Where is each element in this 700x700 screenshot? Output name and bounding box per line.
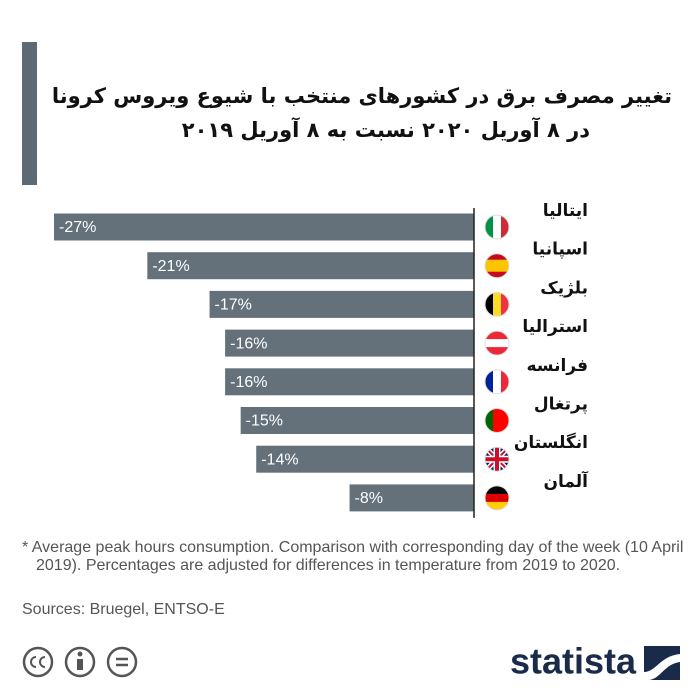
- category-label: انگلستان: [514, 432, 588, 453]
- bar: [54, 213, 474, 241]
- bar: [225, 368, 474, 396]
- flag-part: [485, 265, 509, 273]
- flag-part: [485, 215, 494, 239]
- value-label: -17%: [215, 297, 252, 314]
- flag: [484, 291, 510, 317]
- category-label: اسپانیا: [532, 240, 588, 260]
- flag: [484, 214, 510, 240]
- flag-part: [485, 408, 494, 433]
- value-label: -27%: [59, 219, 96, 236]
- flag: [484, 485, 510, 511]
- flag-part: [485, 369, 494, 394]
- category-label: فرانسه: [526, 356, 588, 376]
- category-label: ایتالیا: [543, 201, 588, 221]
- value-label: -16%: [230, 335, 267, 352]
- flag-ring: [484, 253, 510, 279]
- flag-part: [493, 292, 502, 317]
- brand-icon: [644, 646, 680, 680]
- bar: [147, 252, 475, 280]
- flag-body: [485, 331, 509, 356]
- bar: [225, 329, 474, 357]
- flag-body: [485, 215, 509, 239]
- category-label: بلژیک: [540, 278, 588, 298]
- category-label: آلمان: [543, 470, 589, 492]
- bar: [209, 290, 475, 318]
- bar: [256, 445, 474, 473]
- flag-part: [493, 215, 502, 239]
- category-label: استرالیا: [522, 317, 588, 337]
- footnote: * Average peak hours consumption. Compar…: [22, 539, 684, 574]
- flag: [484, 446, 510, 472]
- flag-part: [485, 493, 509, 503]
- flag-part: [493, 369, 502, 394]
- flag: [484, 330, 510, 356]
- flag-ring: [484, 291, 510, 317]
- source: Sources: Bruegel, ENTSO-E: [22, 601, 225, 618]
- flag-part: [485, 347, 509, 356]
- flag-part: [501, 369, 509, 394]
- flag-ring: [484, 214, 510, 240]
- flag-part: [485, 271, 509, 278]
- flag-part: [501, 408, 509, 433]
- flag: [484, 369, 510, 395]
- brand-logo: statista: [510, 641, 637, 682]
- flag-body: [485, 485, 509, 510]
- flag-ring: [484, 446, 510, 472]
- flag-part: [485, 447, 509, 472]
- title-accent: [22, 42, 37, 185]
- flag-body: [485, 292, 509, 317]
- flag-body: [485, 447, 509, 472]
- value-label: -14%: [261, 451, 298, 468]
- value-label: -16%: [230, 374, 267, 391]
- flag-part: [485, 485, 509, 495]
- flag-part: [485, 292, 494, 317]
- flag-ring: [484, 369, 510, 395]
- flag-ring: [484, 485, 510, 511]
- flag-part: [485, 331, 509, 340]
- flag-ring: [484, 408, 510, 433]
- flag-part: [485, 501, 509, 510]
- flag-body: [485, 408, 509, 433]
- flag-part: [485, 339, 509, 348]
- flag-part: [485, 253, 509, 261]
- value-label: -8%: [355, 490, 383, 507]
- flag-part: [485, 259, 509, 267]
- flag-body: [485, 369, 509, 394]
- bar: [240, 407, 474, 434]
- flag: [484, 253, 510, 279]
- flag-part: [493, 408, 502, 433]
- bar: [349, 484, 474, 512]
- flag-part: [501, 215, 509, 239]
- flag-part: [501, 292, 509, 317]
- value-label: -21%: [152, 258, 189, 275]
- flag: [484, 408, 510, 433]
- flag-ring: [484, 330, 510, 356]
- value-label: -15%: [246, 413, 283, 430]
- cc-icons: [22, 646, 138, 678]
- flag-body: [485, 253, 509, 278]
- chart-subtitle: در ۸ آوریل ۲۰۲۰ نسبت به ۸ آوریل ۲۰۱۹: [182, 117, 590, 142]
- category-label: پرتغال: [534, 395, 588, 415]
- chart-title: تغییر مصرف برق در کشورهای منتخب با شیوع …: [52, 84, 672, 108]
